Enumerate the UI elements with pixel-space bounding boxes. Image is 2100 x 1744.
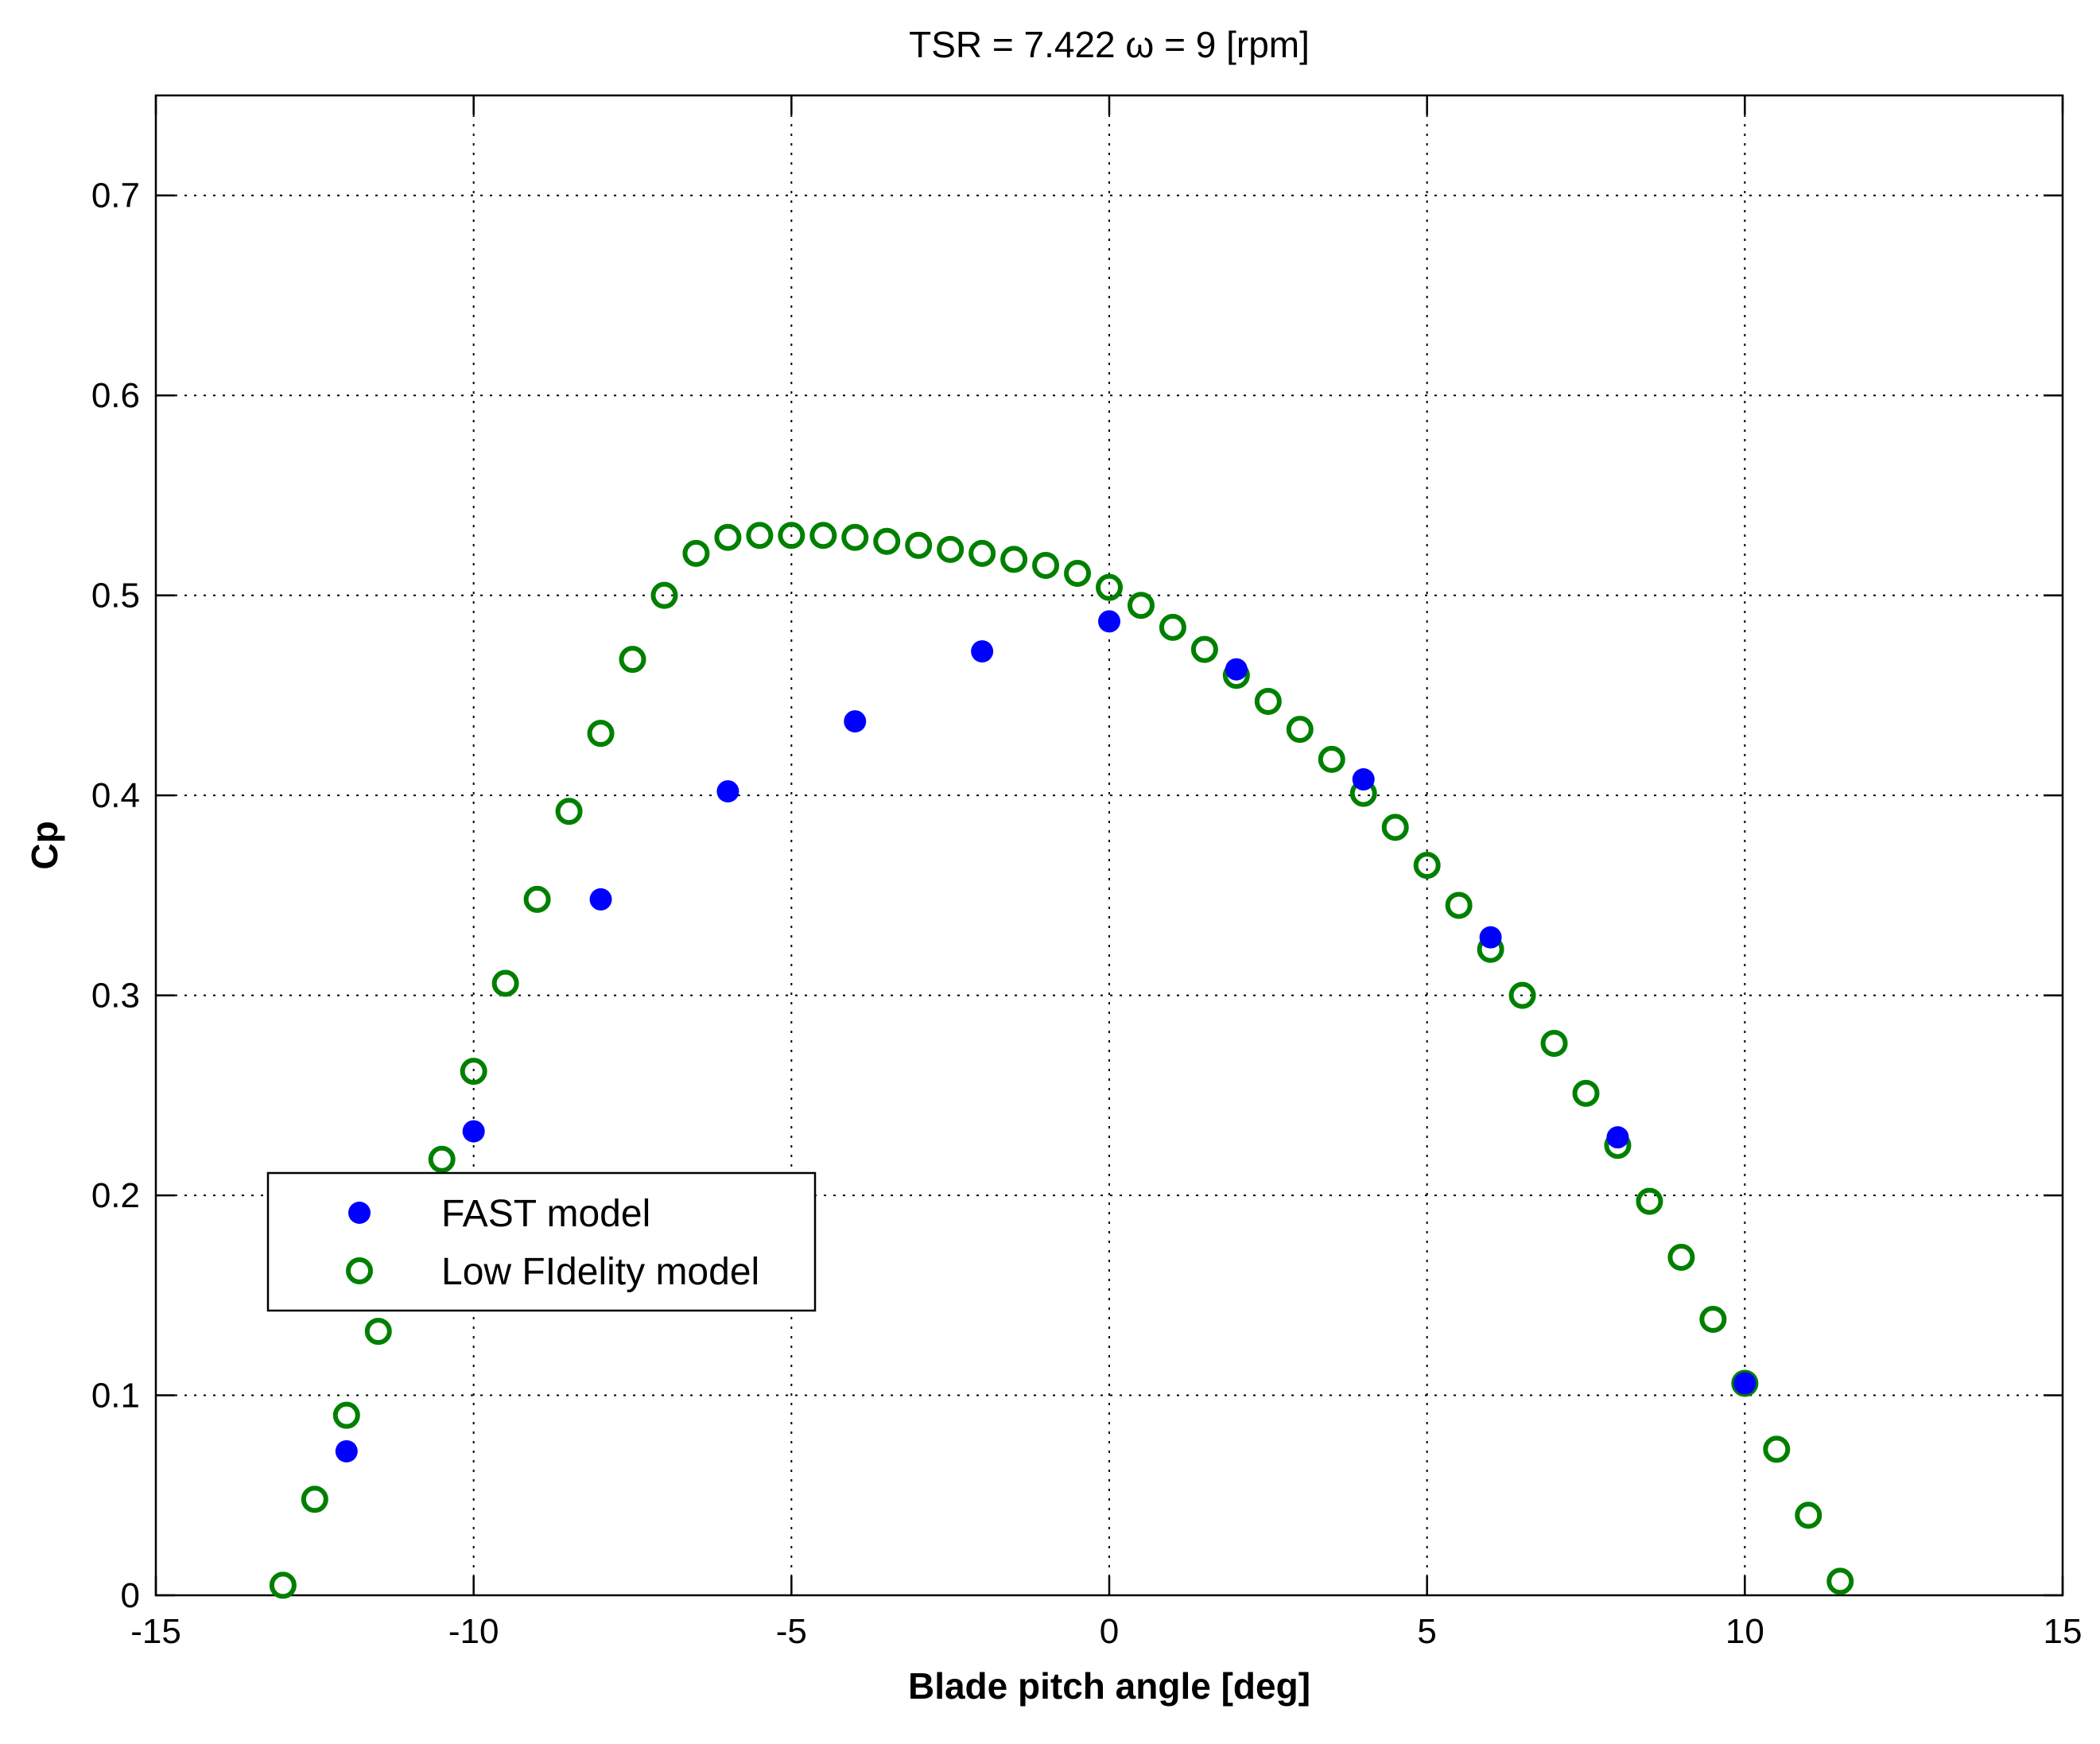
- y-tick-label: 0.4: [91, 776, 140, 815]
- fast-model-point: [1606, 1126, 1629, 1149]
- low-fidelity-point: [364, 1318, 392, 1346]
- low-fidelity-point: [1763, 1435, 1791, 1463]
- legend: FAST model Low FIdelity model: [266, 1171, 817, 1312]
- low-fidelity-point: [619, 646, 646, 674]
- low-fidelity-point: [523, 885, 551, 913]
- grid: [156, 95, 2063, 1595]
- x-tick-label: -15: [130, 1612, 181, 1651]
- legend-fast-label: FAST model: [441, 1193, 650, 1235]
- y-tick-label: 0: [121, 1576, 140, 1615]
- low-fidelity-point: [682, 539, 710, 567]
- chart-title: TSR = 7.422 ω = 9 [rpm]: [909, 24, 1310, 65]
- low-fidelity-point: [746, 522, 774, 550]
- fast-model-point: [589, 888, 612, 911]
- low-fidelity-point: [937, 535, 965, 563]
- low-fidelity-point: [1159, 613, 1186, 641]
- low-fidelity-point: [809, 522, 837, 550]
- low-fidelity-point: [650, 581, 678, 609]
- fast-model-point: [1225, 658, 1248, 681]
- y-tick-label: 0.2: [91, 1176, 140, 1215]
- x-tick-label: 5: [1417, 1612, 1436, 1651]
- low-fidelity-point: [1064, 560, 1092, 588]
- fast-model-point: [462, 1120, 485, 1143]
- low-fidelity-point: [778, 522, 805, 550]
- low-fidelity-point: [1445, 891, 1473, 919]
- fast-model-point: [1733, 1372, 1756, 1395]
- low-fidelity-point: [1795, 1501, 1822, 1529]
- low-fidelity-point: [555, 798, 583, 825]
- low-fidelity-point: [1413, 852, 1441, 880]
- low-fidelity-point: [1508, 981, 1536, 1009]
- low-fidelity-point: [968, 539, 996, 567]
- low-fidelity-point: [1190, 635, 1218, 663]
- x-tick-label: 0: [1100, 1612, 1119, 1651]
- x-tick-label: -5: [776, 1612, 807, 1651]
- y-tick-label: 0.5: [91, 577, 140, 616]
- x-axis-label: Blade pitch angle [deg]: [908, 1665, 1310, 1707]
- low-fidelity-point: [1572, 1079, 1600, 1107]
- low-fidelity-point: [332, 1401, 360, 1429]
- x-tick-labels: -15 -10 -5 0 5 10 15: [130, 1612, 2082, 1651]
- low-fidelity-point: [1318, 745, 1345, 773]
- y-tick-label: 0.7: [91, 177, 140, 216]
- y-tick-label: 0.3: [91, 977, 140, 1016]
- legend-low-fidelity-label: Low FIdelity model: [441, 1251, 759, 1293]
- legend-fast-marker: [348, 1202, 371, 1224]
- low-fidelity-point: [714, 523, 742, 551]
- low-fidelity-point: [428, 1145, 456, 1173]
- series-fast-model: [335, 610, 1756, 1462]
- low-fidelity-point: [1540, 1029, 1568, 1057]
- low-fidelity-point: [460, 1058, 487, 1086]
- low-fidelity-point: [1000, 546, 1028, 573]
- low-fidelity-point: [587, 720, 615, 748]
- low-fidelity-point: [1032, 551, 1060, 579]
- y-tick-labels: 0 0.1 0.2 0.3 0.4 0.5 0.6 0.7: [91, 177, 140, 1615]
- fast-model-point: [1352, 768, 1375, 791]
- low-fidelity-point: [491, 969, 519, 997]
- x-tick-label: 10: [1725, 1612, 1764, 1651]
- x-tick-label: -10: [448, 1612, 499, 1651]
- y-axis-label: Cp: [24, 821, 65, 869]
- legend-box: [266, 1171, 817, 1312]
- fast-model-point: [844, 710, 867, 733]
- low-fidelity-point: [1127, 592, 1155, 620]
- fast-model-point: [716, 780, 739, 803]
- fast-model-point: [335, 1439, 358, 1462]
- y-tick-label: 0.1: [91, 1377, 140, 1416]
- fast-model-point: [1098, 610, 1120, 633]
- low-fidelity-point: [301, 1486, 328, 1513]
- low-fidelity-point: [841, 523, 869, 551]
- fast-model-point: [1479, 926, 1502, 949]
- low-fidelity-point: [1826, 1567, 1854, 1595]
- y-tick-label: 0.6: [91, 376, 140, 415]
- low-fidelity-point: [1254, 687, 1282, 715]
- low-fidelity-point: [269, 1571, 297, 1599]
- legend-low-fidelity-marker: [346, 1257, 373, 1284]
- low-fidelity-point: [873, 527, 901, 555]
- fast-model-point: [971, 640, 994, 663]
- low-fidelity-point: [905, 531, 933, 559]
- low-fidelity-point: [1636, 1187, 1663, 1215]
- ticks: [154, 95, 2064, 1597]
- low-fidelity-point: [1667, 1244, 1695, 1272]
- low-fidelity-point: [1699, 1305, 1727, 1333]
- low-fidelity-point: [1381, 814, 1409, 841]
- low-fidelity-point: [1096, 573, 1123, 601]
- x-tick-label: 15: [2044, 1612, 2083, 1651]
- low-fidelity-point: [1286, 716, 1314, 744]
